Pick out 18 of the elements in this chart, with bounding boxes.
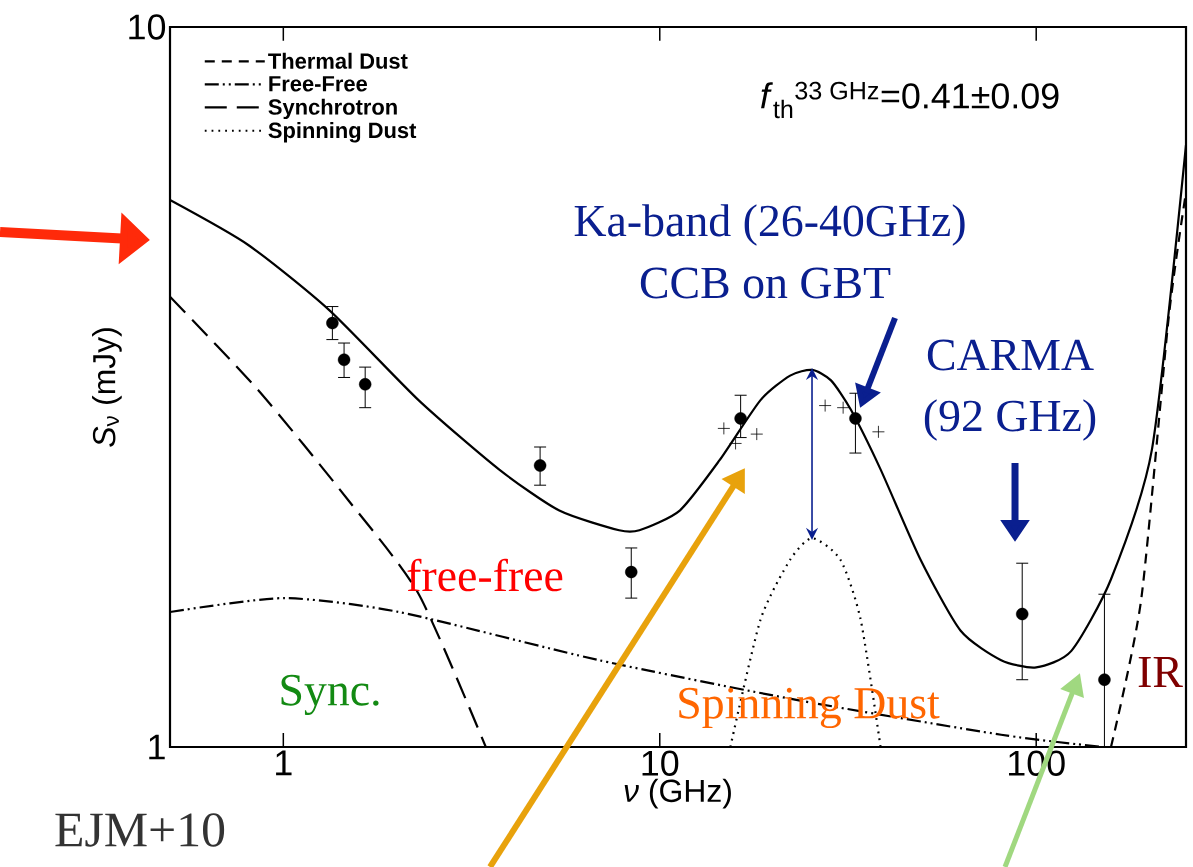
legend-label: Synchrotron: [268, 98, 397, 120]
legend-label: Spinning Dust: [268, 122, 417, 143]
annotation: f$_{th}$$^{33 GHz}$=0.41±0.09: [761, 81, 1059, 119]
text: EJM+10: [55, 813, 225, 847]
annotation: Spinning Dust: [679, 687, 940, 729]
annotation: (92 GHz): [924, 399, 1096, 441]
legend-label: Free-Free: [269, 76, 367, 92]
x-axis-title: ν (GHz): [624, 778, 731, 809]
annotation: CARMA: [927, 339, 1094, 371]
x-tick-label: 10: [642, 750, 679, 776]
annotation: free-free: [407, 558, 563, 592]
annotation: IR: [1138, 656, 1183, 687]
annotation: CCB on GBT: [640, 267, 891, 299]
annotation: Ka-band (26-40GHz): [574, 204, 965, 246]
legend-label: Thermal Dust: [268, 52, 408, 69]
annotation: Sync.: [281, 674, 379, 716]
x-tick-label: 1: [276, 750, 292, 776]
y-axis-title: S$_{ν}$ (mJy): [92, 328, 122, 447]
